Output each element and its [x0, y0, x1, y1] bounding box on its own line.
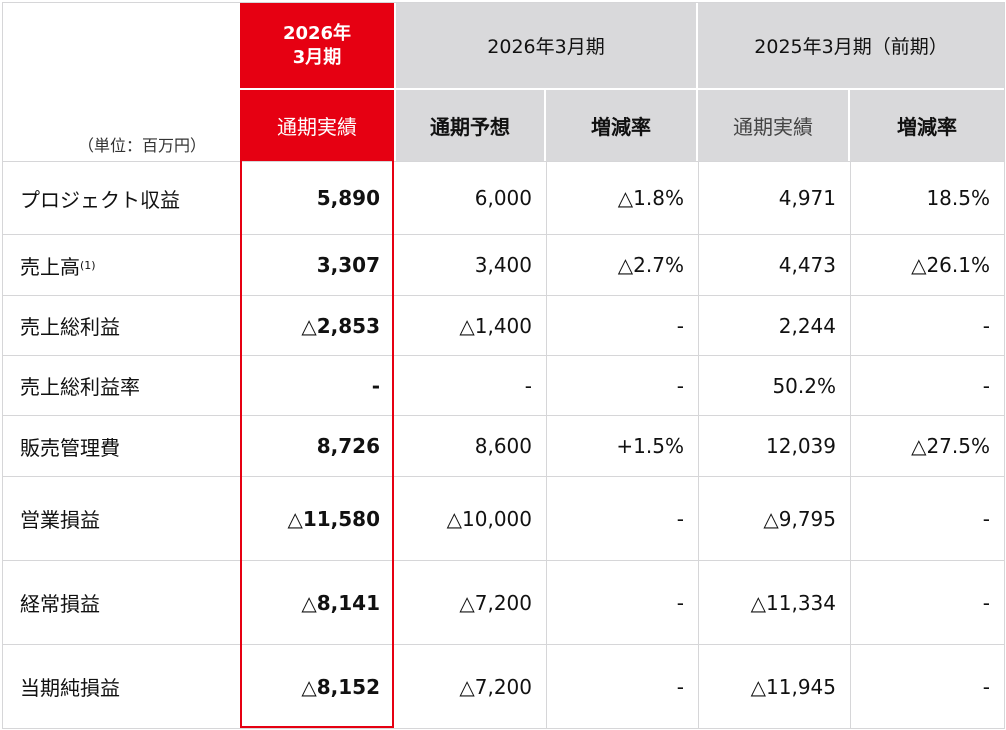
prior-actual-sub-header: 通期実績 [698, 90, 848, 161]
row-label-text: 営業損益 [20, 508, 100, 532]
row-divider [3, 476, 1004, 477]
row-label-sga: 販売管理費 [3, 416, 240, 476]
current-actual-value: △8,141 [301, 590, 380, 615]
table-bottom-border [3, 728, 1004, 729]
prior-actual-value: 12,039 [766, 434, 836, 458]
forecast-group-header: 2026年3月期 [396, 3, 696, 88]
current-actual-value: △11,580 [287, 506, 380, 531]
forecast-value: 8,600 [474, 434, 532, 458]
prior-actual-value: 4,473 [778, 253, 836, 277]
row-divider [3, 644, 1004, 645]
header-bottom-line [3, 161, 1004, 162]
current-actual-value: 8,726 [316, 434, 380, 458]
prior-change-value: △27.5% [911, 434, 990, 458]
row-label-text: 経常損益 [20, 592, 100, 616]
current-column-highlight [240, 161, 394, 728]
current-actual-value: 3,307 [316, 253, 380, 277]
prior-actual-value: 4,971 [778, 186, 836, 210]
forecast-value: △7,200 [459, 674, 532, 699]
forecast-value: 6,000 [474, 186, 532, 210]
current-actual-value: △2,853 [301, 313, 380, 338]
row-divider [3, 355, 1004, 356]
forecast-value: - [524, 373, 532, 398]
unit-label: （単位：百万円） [78, 136, 207, 155]
prior-change-value: - [982, 506, 990, 531]
forecast-sub-header: 通期予想 [396, 90, 544, 161]
row-label-text: 売上総利益率 [20, 375, 140, 399]
header-separator [696, 3, 698, 161]
header-corner-cell [3, 3, 240, 161]
prior-change-value: - [982, 674, 990, 699]
prior-change-value: △26.1% [911, 253, 990, 277]
row-label-net-profit: 当期純損益 [3, 645, 240, 728]
row-label-project-revenue: プロジェクト収益 [3, 162, 240, 234]
current-actual-value: 5,890 [316, 186, 380, 210]
row-label-text: プロジェクト収益 [20, 187, 180, 212]
prior-actual-value: 2,244 [778, 313, 836, 338]
current-actual-value: △8,152 [301, 674, 380, 699]
prior-change-sub-header: 増減率 [850, 90, 1004, 161]
forecast-change-value: △1.8% [617, 186, 684, 210]
column-divider [698, 162, 699, 729]
prior-change-value: - [982, 373, 990, 398]
current-period-header: 2026年 3月期 [240, 3, 394, 88]
row-divider [3, 415, 1004, 416]
forecast-change-sub-header: 増減率 [546, 90, 696, 161]
forecast-change-value: - [676, 506, 684, 531]
prior-actual-value: △11,334 [750, 590, 836, 615]
prior-actual-value: △11,945 [750, 674, 836, 699]
current-actual-header: 通期実績 [240, 90, 394, 161]
current-period-month: 3月期 [292, 46, 342, 68]
row-label-sales: 売上高 (1) [3, 235, 240, 295]
row-label-text: 売上高 [20, 254, 80, 279]
forecast-value: △10,000 [446, 506, 532, 531]
footnote-marker: (1) [80, 258, 96, 272]
prior-actual-value: △9,795 [763, 506, 836, 531]
row-divider [3, 295, 1004, 296]
prior-change-value: - [982, 590, 990, 615]
table-top-border [3, 2, 1004, 3]
forecast-change-value: - [676, 313, 684, 338]
row-label-gross-margin: 売上総利益率 [3, 356, 240, 415]
forecast-value: 3,400 [474, 253, 532, 277]
forecast-change-value: - [676, 590, 684, 615]
header-separator [848, 90, 850, 161]
prior-change-value: - [982, 313, 990, 338]
column-divider [546, 162, 547, 729]
prior-actual-value: 50.2% [772, 373, 836, 398]
prior-group-header: 2025年3月期（前期） [698, 3, 1004, 88]
row-divider [3, 234, 1004, 235]
forecast-change-value: - [676, 373, 684, 398]
header-separator [544, 90, 546, 161]
forecast-value: △1,400 [459, 313, 532, 338]
row-divider [3, 560, 1004, 561]
current-actual-value: - [371, 373, 380, 398]
forecast-change-value: +1.5% [616, 434, 684, 458]
forecast-change-value: △2.7% [617, 253, 684, 277]
row-label-text: 売上総利益 [20, 315, 120, 339]
row-label-operating-profit: 営業損益 [3, 477, 240, 560]
forecast-value: △7,200 [459, 590, 532, 615]
prior-change-value: 18.5% [926, 186, 990, 210]
column-divider [850, 162, 851, 729]
row-label-text: 販売管理費 [20, 435, 120, 460]
row-label-text: 当期純損益 [20, 676, 120, 700]
row-label-gross-profit: 売上総利益 [3, 296, 240, 355]
current-period-year: 2026年 [282, 22, 352, 44]
table-right-border [1004, 2, 1005, 729]
row-label-ordinary-profit: 経常損益 [3, 561, 240, 644]
table-left-border [2, 2, 3, 729]
forecast-change-value: - [676, 674, 684, 699]
